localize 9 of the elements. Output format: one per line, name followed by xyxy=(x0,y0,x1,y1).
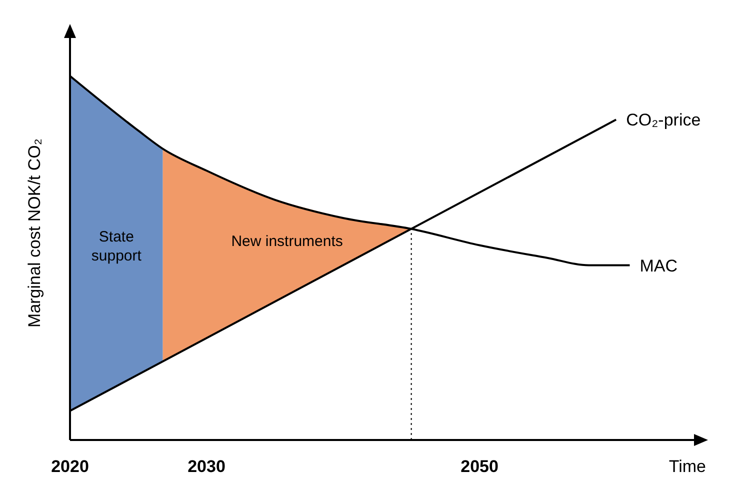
x-tick-label: 2050 xyxy=(460,457,498,476)
x-tick-label: 2020 xyxy=(51,457,89,476)
series-label: State support xyxy=(91,228,142,264)
x-axis-title: Time xyxy=(668,457,706,476)
series-label: New instruments xyxy=(231,233,343,250)
series-label: MAC xyxy=(640,256,678,276)
x-tick-label: 2030 xyxy=(188,457,226,476)
y-axis-title: Marginal cost NOK/t CO₂ xyxy=(25,138,44,328)
series-label: CO₂-price xyxy=(626,110,701,130)
